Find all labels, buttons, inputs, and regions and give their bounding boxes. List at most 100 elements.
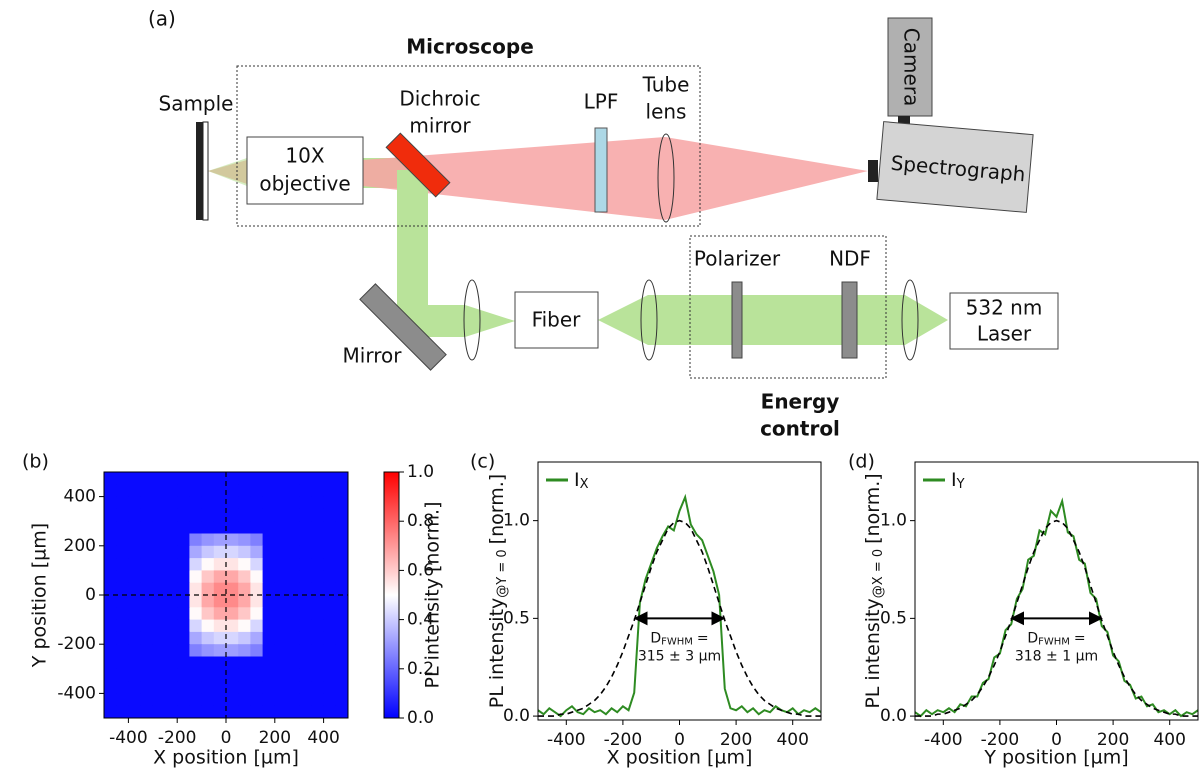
annotation: DFWHM= xyxy=(650,630,708,647)
heat-cell xyxy=(177,509,190,522)
heat-cell xyxy=(299,472,312,485)
heat-cell xyxy=(299,546,312,559)
heat-cell xyxy=(263,558,276,571)
heat-cell xyxy=(238,607,251,620)
heat-cell xyxy=(226,558,239,571)
heat-cell xyxy=(116,583,129,596)
heat-cell xyxy=(336,693,349,706)
heat-cell xyxy=(275,484,288,497)
colorbar-tick-label: 1.0 xyxy=(407,462,434,482)
heat-cell xyxy=(311,570,324,583)
heat-cell xyxy=(141,657,154,670)
heat-cell xyxy=(165,509,178,522)
heat-cell xyxy=(189,620,202,633)
heat-cell xyxy=(104,472,117,485)
heat-cell xyxy=(153,472,166,485)
heat-cell xyxy=(202,657,215,670)
heat-cell xyxy=(165,693,178,706)
heat-cell xyxy=(128,620,141,633)
heat-cell xyxy=(238,693,251,706)
heat-cell xyxy=(189,632,202,645)
y-tick-label: -200 xyxy=(57,634,96,654)
heat-cell xyxy=(311,583,324,596)
heat-cell xyxy=(141,558,154,571)
heat-cell xyxy=(214,632,227,645)
heat-cell xyxy=(226,607,239,620)
annotation-text: D xyxy=(1027,630,1038,646)
heat-cell xyxy=(165,570,178,583)
heat-cell xyxy=(275,657,288,670)
heat-cell xyxy=(165,595,178,608)
heat-cell xyxy=(202,472,215,485)
heat-cell xyxy=(128,534,141,547)
heat-cell xyxy=(275,620,288,633)
heat-cell xyxy=(311,497,324,510)
heat-cell xyxy=(250,509,263,522)
heat-cell xyxy=(189,484,202,497)
y-label-sub: @X = 0 xyxy=(871,549,886,598)
heat-cell xyxy=(116,484,129,497)
heat-cell xyxy=(324,644,337,657)
heat-cell xyxy=(202,644,215,657)
heat-cell xyxy=(189,644,202,657)
heat-cell xyxy=(299,534,312,547)
heat-cell xyxy=(324,681,337,694)
heat-cell xyxy=(116,472,129,485)
heat-cell xyxy=(299,583,312,596)
heat-cell xyxy=(214,607,227,620)
heat-cell xyxy=(141,534,154,547)
heat-cell xyxy=(250,657,263,670)
heat-cell xyxy=(287,693,300,706)
heat-cell xyxy=(311,534,324,547)
heat-cell xyxy=(275,644,288,657)
heat-cell xyxy=(128,693,141,706)
heat-cell xyxy=(275,534,288,547)
label: mirror xyxy=(409,114,471,138)
heat-cell xyxy=(324,669,337,682)
heat-cell xyxy=(214,669,227,682)
annotation: DFWHM= xyxy=(1027,630,1085,647)
heat-cell xyxy=(177,706,190,719)
heat-cell xyxy=(165,497,178,510)
legend-label: IY xyxy=(951,469,965,492)
heat-cell xyxy=(275,681,288,694)
heat-cell xyxy=(116,669,129,682)
heat-cell xyxy=(238,620,251,633)
heat-cell xyxy=(153,632,166,645)
annotation-text: D xyxy=(650,630,661,646)
heat-cell xyxy=(287,558,300,571)
heat-cell xyxy=(299,521,312,534)
heat-cell xyxy=(226,497,239,510)
heat-cell xyxy=(299,706,312,719)
legend-sub: X xyxy=(580,477,589,492)
lpf xyxy=(595,128,607,212)
heat-cell xyxy=(263,657,276,670)
heat-cell xyxy=(202,534,215,547)
label: Dichroic xyxy=(399,87,480,111)
label: Camera xyxy=(900,28,924,107)
heat-cell xyxy=(250,534,263,547)
heat-cell xyxy=(226,534,239,547)
y-label-unit: [norm.] xyxy=(486,474,508,545)
heat-cell xyxy=(287,509,300,522)
heat-cell xyxy=(311,607,324,620)
heat-cell xyxy=(263,583,276,596)
heat-cell xyxy=(128,583,141,596)
heat-cell xyxy=(263,706,276,719)
annotation-sub: FWHM xyxy=(1038,636,1070,647)
data-line xyxy=(538,497,821,716)
setup-diagram: (a) Microscope Energy control Sample 10X… xyxy=(148,7,1058,441)
heat-cell xyxy=(275,472,288,485)
heat-cell xyxy=(104,595,117,608)
heat-cell xyxy=(263,509,276,522)
heat-cell xyxy=(177,558,190,571)
heat-cell xyxy=(336,681,349,694)
heat-cell xyxy=(214,472,227,485)
heat-cell xyxy=(336,509,349,522)
legend-sub: Y xyxy=(956,477,965,492)
heat-cell xyxy=(336,644,349,657)
heat-cell xyxy=(189,607,202,620)
heat-cell xyxy=(250,607,263,620)
heat-cell xyxy=(116,607,129,620)
heat-cell xyxy=(226,595,239,608)
